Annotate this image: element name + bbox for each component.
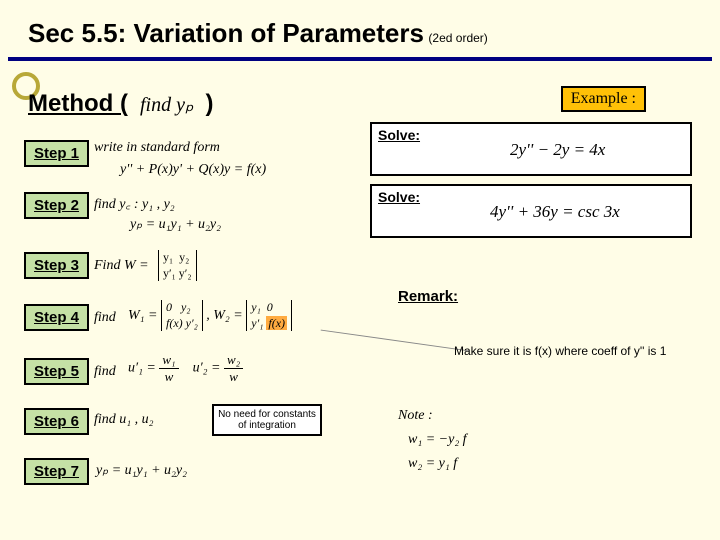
example-badge: Example : xyxy=(561,86,646,112)
step-1-box: Step 1 xyxy=(24,140,89,167)
step-5-box: Step 5 xyxy=(24,358,89,385)
note-eq1: w₁ = −y₂ f xyxy=(408,432,467,448)
step-7-box: Step 7 xyxy=(24,458,89,485)
note-label: Note : xyxy=(398,408,433,424)
step-4-box: Step 4 xyxy=(24,304,89,331)
callout-text: Make sure it is f(x) where coeff of y'' … xyxy=(454,344,674,358)
method-find-text: find yₚ xyxy=(140,92,194,117)
step-3-det: y₁ y₂y′₁ y′₂ xyxy=(158,250,197,281)
step-2-box: Step 2 xyxy=(24,192,89,219)
title-subscript: (2ed order) xyxy=(428,31,487,45)
solve-2-label: Solve: xyxy=(372,186,426,208)
step-6-box: Step 6 xyxy=(24,408,89,435)
step-1-eq: y'' + P(x)y' + Q(x)y = f(x) xyxy=(120,162,266,178)
remark-label: Remark: xyxy=(398,288,458,305)
method-heading: Method ( find yₚ ) xyxy=(28,90,214,118)
note-eq2: w₂ = y₁ f xyxy=(408,456,457,472)
step-6-text: find u₁ , u₂ xyxy=(94,412,154,428)
step-3-box: Step 3 xyxy=(24,252,89,279)
method-label-close: ) xyxy=(206,90,214,118)
step-5-eq: u′₁ = w₁w u′₂ = w₂w xyxy=(128,352,243,385)
step-3-text: Find W = xyxy=(94,258,149,274)
step-2-eq: yₚ = u₁y₁ + u₂y₂ xyxy=(130,216,221,233)
step-1-text: write in standard form xyxy=(94,140,220,156)
step-4-eq: W₁ = 0 y₂f(x) y′₂ , W₂ = y₁ 0y′₁ f(x) xyxy=(128,300,292,331)
title-bar: Sec 5.5: Variation of Parameters (2ed or… xyxy=(0,0,720,57)
step-7-eq: yₚ = u₁y₁ + u₂y₂ xyxy=(96,462,187,479)
solve-2-eq: 4y'' + 36y = csc 3x xyxy=(490,202,620,222)
title-underline xyxy=(8,57,712,61)
step-4-text: find xyxy=(94,310,116,326)
page-title: Sec 5.5: Variation of Parameters xyxy=(28,18,424,48)
solve-1-label: Solve: xyxy=(372,124,426,146)
method-label-open: Method ( xyxy=(28,90,128,118)
solve-1-eq: 2y'' − 2y = 4x xyxy=(510,140,605,160)
step-2-text: find y꜀ : y₁ , y₂ xyxy=(94,194,175,213)
step-5-text: find xyxy=(94,364,116,380)
callout-connector-icon xyxy=(321,330,470,352)
no-constants-note: No need for constants of integration xyxy=(212,404,322,436)
